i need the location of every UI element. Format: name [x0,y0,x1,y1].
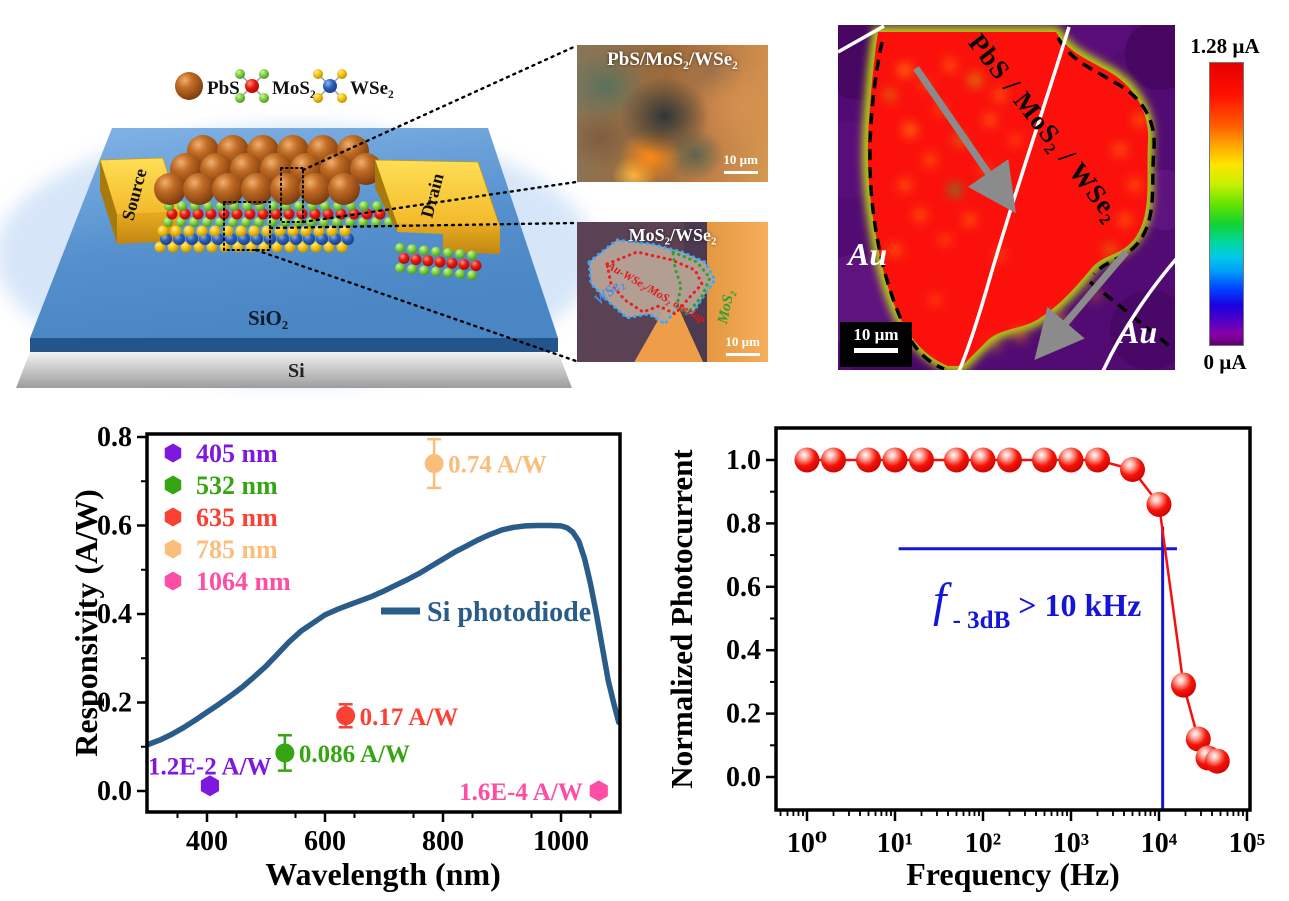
svg-text:10⁵: 10⁵ [1229,828,1265,859]
wse2-outline [587,238,717,327]
svg-text:Frequency (Hz): Frequency (Hz) [906,856,1120,892]
electrode-edge-lines [838,25,1175,370]
responsivity-chart: 400 600 800 1000 0.0 0.2 0.4 0.6 0.8 Si … [68,422,622,892]
frequency-response-chart: 10⁰ 10¹ 10² 10³ 10⁴ 10⁵ 0.0 0.2 0.4 0.6 … [664,426,1265,892]
svg-text:10²: 10² [965,828,1001,859]
map-scale-label: 10 µm [853,325,899,344]
optical-image-pbs-mos2-wse2: PbS/MoS₂/WSe₂ 10 µm [577,45,768,182]
inset1-scale-label: 10 µm [723,152,758,167]
sio2-label: SiO₂ [248,306,288,330]
inset2-title: MoS₂/WSe₂ [628,225,717,245]
legend-wse2-label: WSe₂ [350,78,394,99]
svg-text:0.4: 0.4 [97,599,132,630]
map-speckles [886,61,1144,349]
inset2-outlines [587,238,717,327]
au-band-right [706,222,768,362]
inset1-scalebar-line [723,171,758,174]
svg-text:Responsivity (A/W): Responsivity (A/W) [68,489,104,757]
optical-image-mos2-wse2: MoS₂/WSe₂ WSe₂ Au-WSe₂/MoS₂ overlap MoS₂… [577,222,768,362]
svg-text:Wavelength (nm): Wavelength (nm) [265,856,501,892]
svg-text:405 nm: 405 nm [196,439,278,468]
inset2-scalebar-line [725,353,760,356]
svg-text:1000: 1000 [533,826,589,857]
svg-text:10⁰: 10⁰ [787,828,827,859]
legend-pbs-label: PbS [207,78,240,99]
svg-text:600: 600 [304,826,346,857]
svg-text:0.8: 0.8 [97,422,132,453]
current-flow-arrows [913,66,1129,361]
inset2-scalebar: 10 µm [725,334,760,356]
inset-connector-lines [254,44,578,363]
svg-text:785 nm: 785 nm [196,535,278,564]
svg-text:532 nm: 532 nm [196,471,278,500]
svg-text:1.0: 1.0 [726,445,761,476]
svg-text:f - 3dB > 10 kHz: f - 3dB > 10 kHz [933,574,1141,634]
drain-electrode: Drain [374,159,501,254]
svg-text:10³: 10³ [1053,828,1089,859]
device-schematic: Source Drain SiO₂ Si PbS MoS₂ [0,44,595,388]
colorbar-max-label: 1.28 µA [1190,34,1260,58]
svg-text:0.74 A/W: 0.74 A/W [448,452,547,479]
svg-text:800: 800 [422,826,464,857]
colorbar [1209,62,1244,346]
pbs-sphere-icon [175,72,203,100]
svg-text:0.8: 0.8 [726,508,761,539]
svg-text:0.086 A/W: 0.086 A/W [299,741,410,768]
map-scalebar-line [854,348,898,353]
svg-text:0.0: 0.0 [97,776,132,807]
svg-text:0.4: 0.4 [726,635,761,666]
svg-text:0.6: 0.6 [97,511,132,542]
svg-text:10¹: 10¹ [877,828,913,859]
svg-text:0.17 A/W: 0.17 A/W [360,704,459,731]
zoom-region-boxes [223,167,304,251]
flake-dashed-outline [868,37,1174,370]
legend-mos2-label: MoS₂ [272,78,316,99]
svg-text:400: 400 [186,826,228,857]
flake-body [589,240,715,324]
svg-text:635 nm: 635 nm [196,503,278,532]
colorbar-min-label: 0 µA [1203,350,1247,374]
svg-text:Normalized Photocurrent: Normalized Photocurrent [664,449,699,789]
inset1-title: PbS/MoS₂/WSe₂ [607,49,738,70]
au-label-left: Au [848,236,888,272]
map-scalebox: 10 µm [840,322,912,367]
svg-text:1.2E-2 A/W: 1.2E-2 A/W [148,754,272,781]
au-label-right: Au [1118,314,1158,350]
overlap-outline [605,250,704,316]
svg-text:Si photodiode: Si photodiode [427,597,591,628]
svg-text:10⁴: 10⁴ [1141,828,1178,859]
inset2-scale-label: 10 µm [725,334,760,349]
svg-text:0.2: 0.2 [726,699,761,730]
svg-text:1.6E-4 A/W: 1.6E-4 A/W [459,779,583,806]
mos2-flake [395,243,482,281]
svg-text:1064 nm: 1064 nm [196,567,291,596]
inset1-scalebar: 10 µm [723,152,758,174]
material-legend: PbS MoS₂ WSe₂ [175,69,394,103]
svg-text:0.2: 0.2 [97,688,132,719]
svg-text:0.6: 0.6 [726,572,761,603]
mos2-outline [671,250,712,317]
svg-text:0.0: 0.0 [726,762,761,793]
si-label: Si [288,360,305,382]
